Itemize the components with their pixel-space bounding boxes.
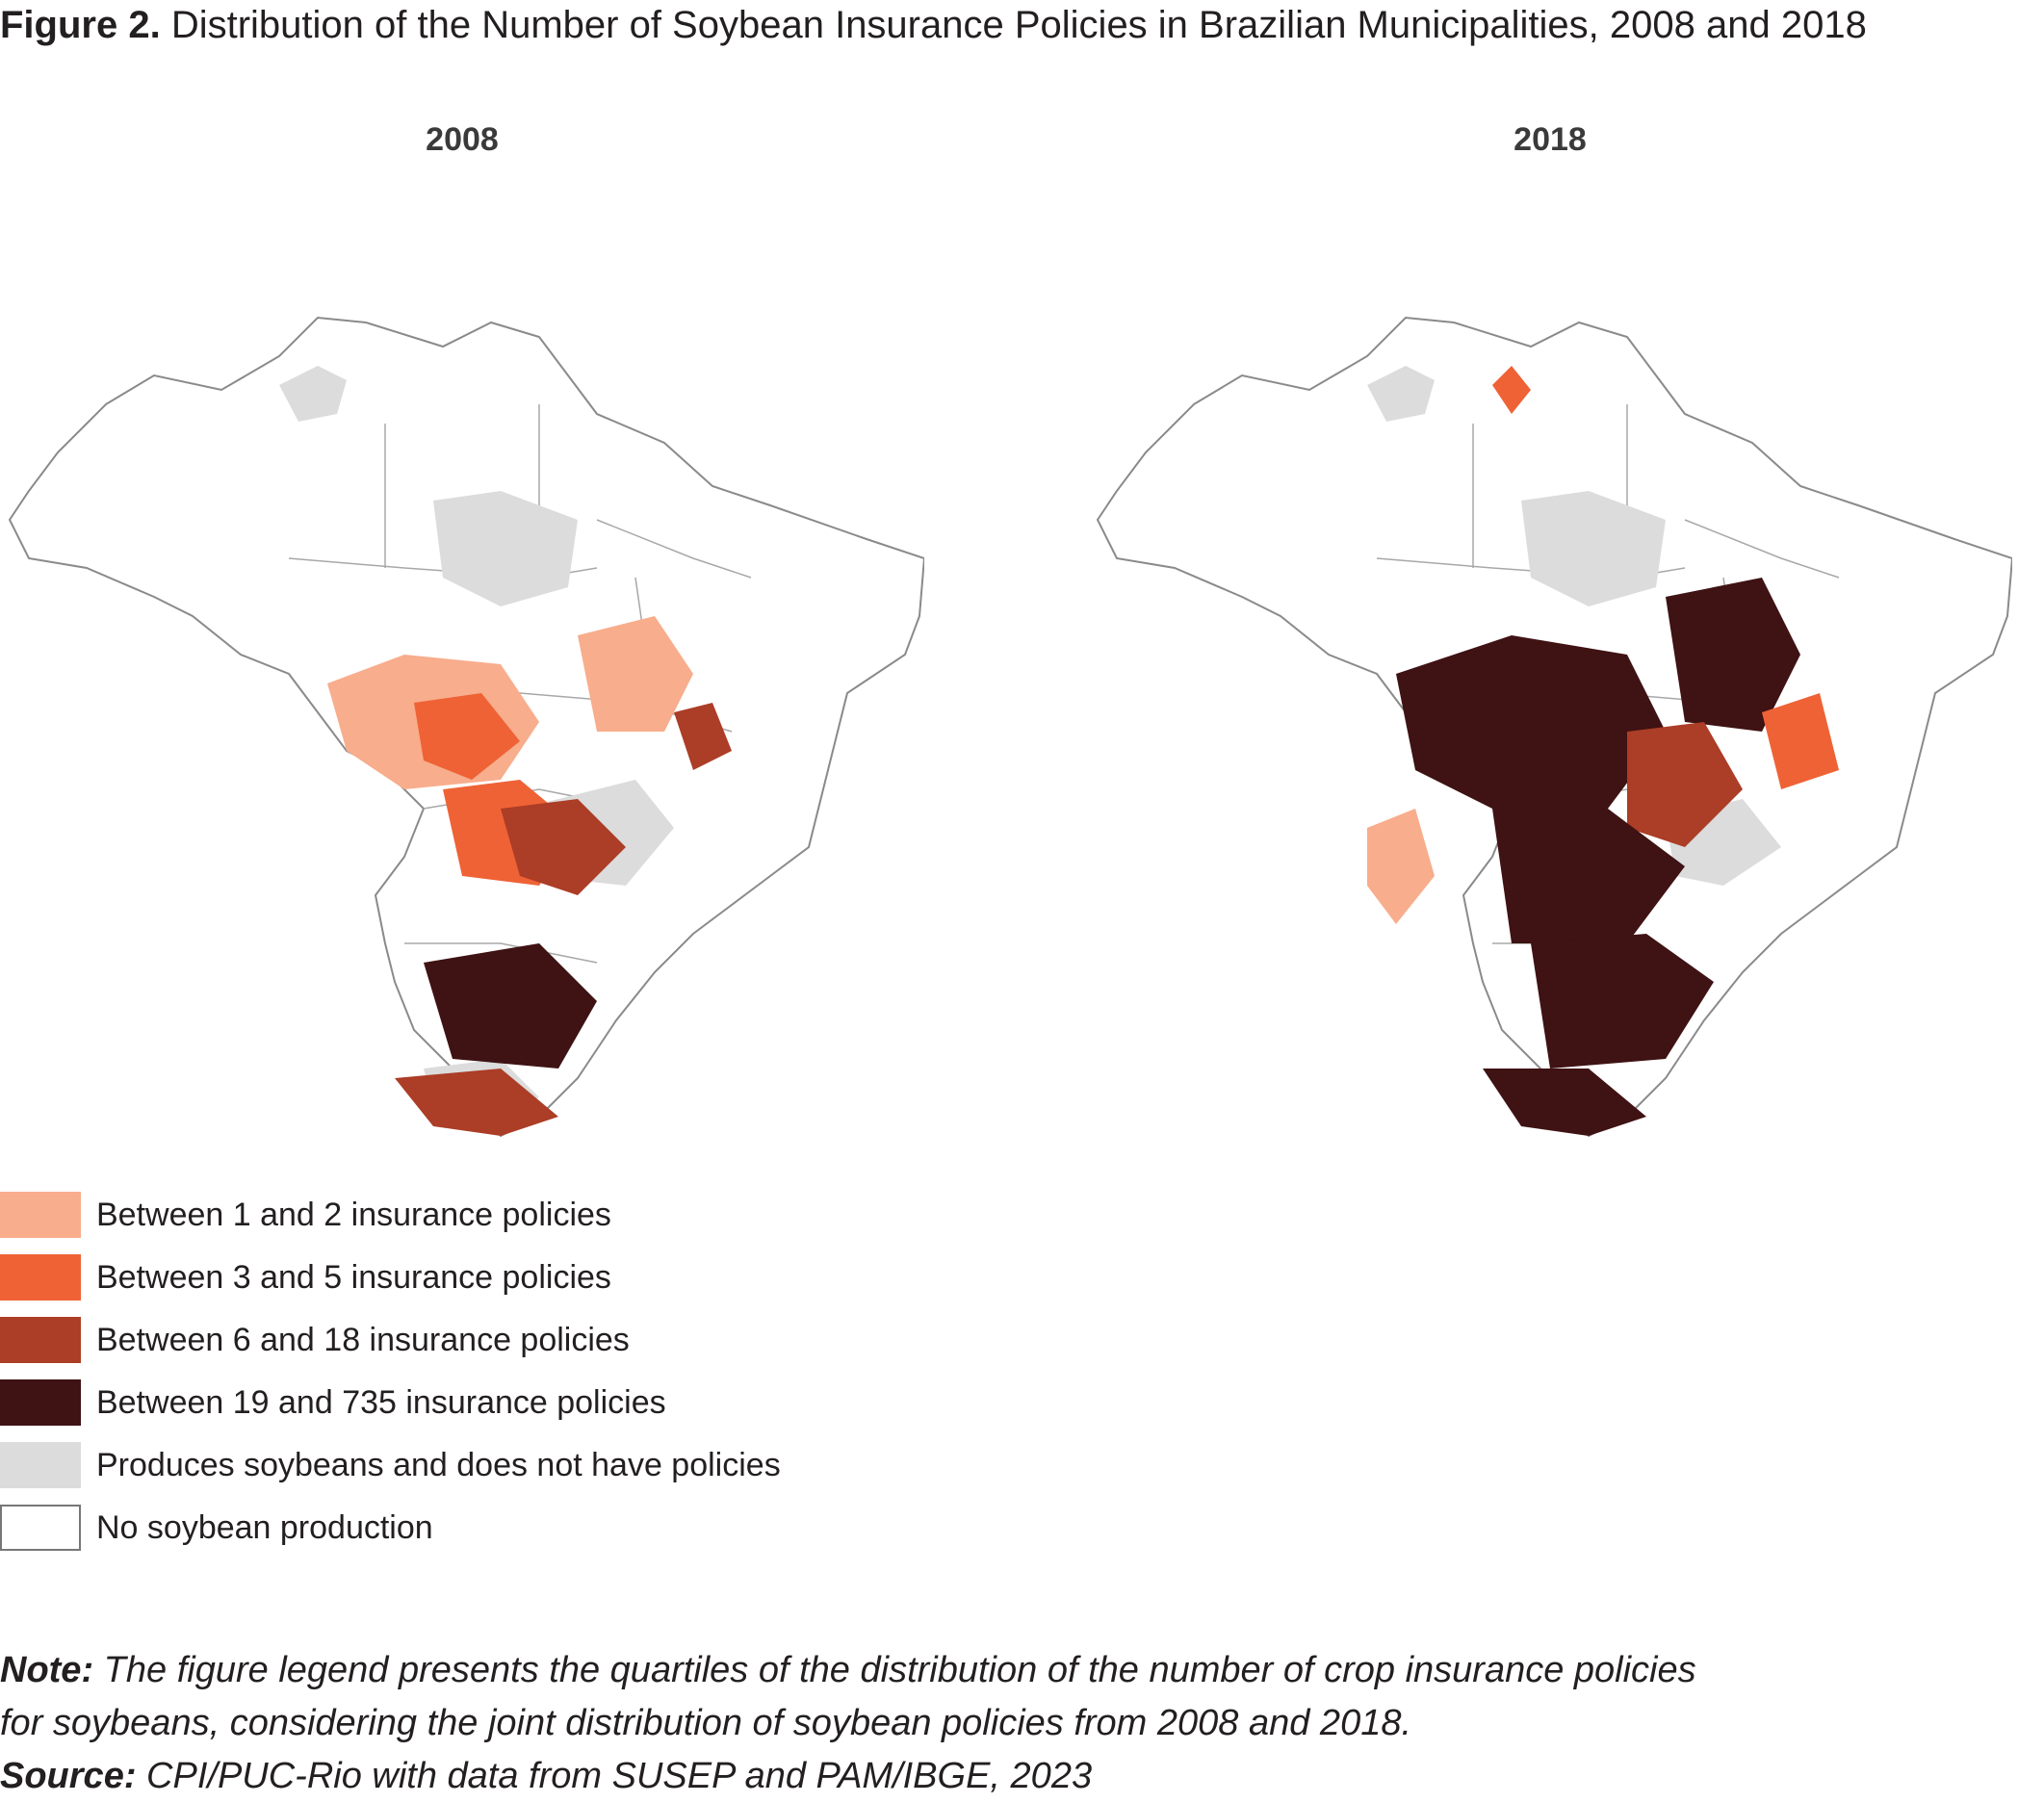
legend-item: Between 1 and 2 insurance policies — [0, 1192, 867, 1240]
brazil-map-2008 — [8, 316, 924, 1138]
figure-title: Figure 2. Distribution of the Number of … — [0, 0, 2044, 58]
map-year-label: 2008 — [426, 121, 499, 158]
legend-swatch — [0, 1505, 81, 1551]
map-panel-2008: 2008 — [0, 116, 924, 1155]
legend-label: Between 6 and 18 insurance policies — [96, 1322, 630, 1358]
policy-areas — [1367, 366, 1839, 1136]
legend-swatch — [0, 1254, 81, 1301]
note-text-2: for soybeans, considering the joint dist… — [0, 1703, 1412, 1743]
legend-swatch — [0, 1442, 81, 1488]
figure-number: Figure 2. — [0, 4, 161, 46]
legend-item: Between 3 and 5 insurance policies — [0, 1254, 867, 1302]
brazil-map-2018 — [1096, 316, 2012, 1138]
legend-label: Between 1 and 2 insurance policies — [96, 1197, 611, 1233]
legend-item: Between 6 and 18 insurance policies — [0, 1317, 867, 1365]
map-year-label: 2018 — [1514, 121, 1587, 158]
legend-item: No soybean production — [0, 1505, 867, 1553]
legend-item: Between 19 and 735 insurance policies — [0, 1379, 867, 1428]
legend-swatch — [0, 1379, 81, 1426]
note-label: Note: — [0, 1650, 94, 1690]
map-panel-2018: 2018 — [1088, 116, 2012, 1155]
legend-label: No soybean production — [96, 1509, 433, 1546]
legend-label: Produces soybeans and does not have poli… — [96, 1447, 781, 1483]
figure-title-text: Distribution of the Number of Soybean In… — [160, 4, 1867, 46]
legend-swatch — [0, 1317, 81, 1363]
source-text: CPI/PUC-Rio with data from SUSEP and PAM… — [136, 1756, 1093, 1796]
policy-areas — [327, 616, 732, 1136]
legend-item: Produces soybeans and does not have poli… — [0, 1442, 867, 1490]
source-label: Source: — [0, 1756, 137, 1796]
note-line-1: Note: The figure legend presents the qua… — [0, 1644, 2044, 1697]
legend-label: Between 19 and 735 insurance policies — [96, 1384, 666, 1421]
source-line: Source: CPI/PUC-Rio with data from SUSEP… — [0, 1750, 2044, 1803]
legend-swatch — [0, 1192, 81, 1238]
figure-notes: Note: The figure legend presents the qua… — [0, 1644, 2044, 1803]
note-text-1: The figure legend presents the quartiles… — [93, 1650, 1696, 1690]
legend-label: Between 3 and 5 insurance policies — [96, 1259, 611, 1296]
